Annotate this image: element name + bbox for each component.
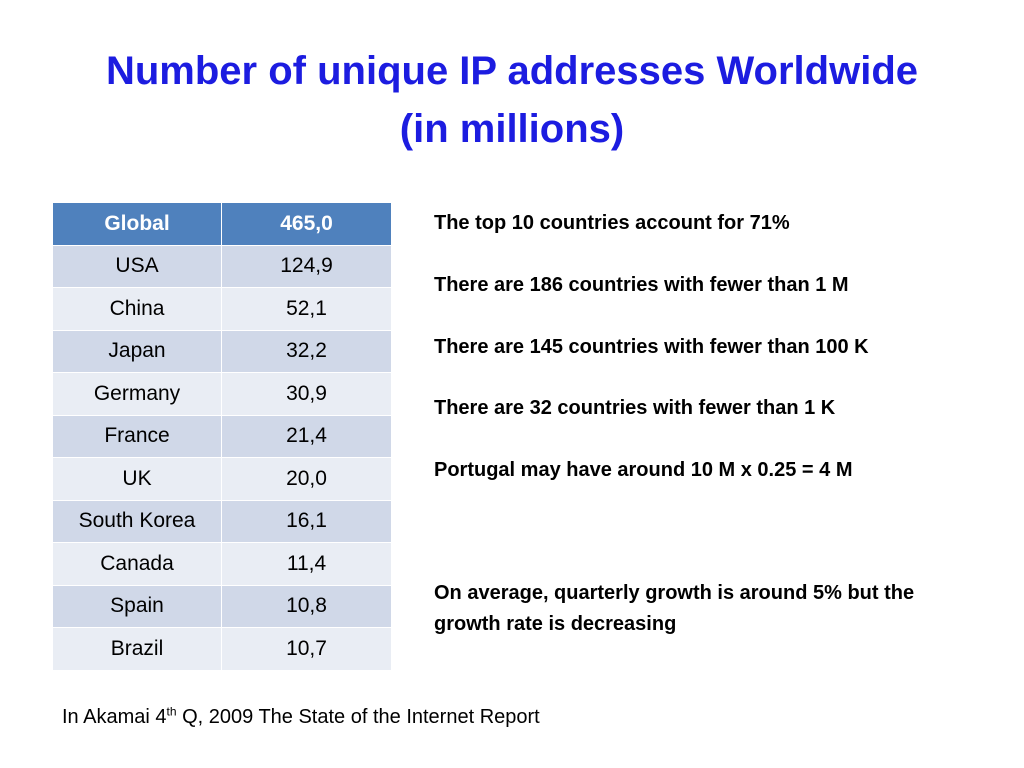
slide-title: Number of unique IP addresses Worldwide … xyxy=(0,42,1024,158)
source-citation: In Akamai 4th Q, 2009 The State of the I… xyxy=(62,703,540,731)
value-cell: 30,9 xyxy=(221,372,392,416)
source-suffix: Q, 2009 The State of the Internet Report xyxy=(176,706,540,728)
note-under-1m: There are 186 countries with fewer than … xyxy=(434,274,849,296)
table-header-row: Global 465,0 xyxy=(52,202,392,246)
source-prefix: In Akamai 4 xyxy=(62,706,167,728)
country-cell: UK xyxy=(52,457,222,501)
country-cell: France xyxy=(52,414,222,458)
header-country-cell: Global xyxy=(52,202,222,246)
country-cell: Brazil xyxy=(52,627,222,671)
header-value-cell: 465,0 xyxy=(221,202,392,246)
slide-title-line1: Number of unique IP addresses Worldwide xyxy=(105,49,918,93)
table-row: USA 124,9 xyxy=(52,244,392,288)
country-cell: Japan xyxy=(52,329,222,373)
ip-addresses-table: Global 465,0 USA 124,9 China 52,1 Japan … xyxy=(52,202,392,671)
note-under-1k: There are 32 countries with fewer than 1… xyxy=(434,397,836,419)
value-cell: 10,8 xyxy=(221,584,392,628)
note-top-ten-share: The top 10 countries account for 71% xyxy=(434,212,790,234)
country-cell: Canada xyxy=(52,542,222,586)
table-row: Brazil 10,7 xyxy=(52,627,392,671)
table-row: Germany 30,9 xyxy=(52,372,392,416)
value-cell: 52,1 xyxy=(221,287,392,331)
table-row: France 21,4 xyxy=(52,414,392,458)
country-cell: China xyxy=(52,287,222,331)
country-cell: USA xyxy=(52,244,222,288)
value-cell: 11,4 xyxy=(221,542,392,586)
value-cell: 32,2 xyxy=(221,329,392,373)
value-cell: 20,0 xyxy=(221,457,392,501)
value-cell: 21,4 xyxy=(221,414,392,458)
note-under-100k: There are 145 countries with fewer than … xyxy=(434,336,869,358)
country-cell: Germany xyxy=(52,372,222,416)
slide-title-line2: (in millions) xyxy=(399,107,625,151)
country-cell: Spain xyxy=(52,584,222,628)
note-quarterly-growth: On average, quarterly growth is around 5… xyxy=(434,582,915,635)
table-row: South Korea 16,1 xyxy=(52,499,392,543)
table-row: Spain 10,8 xyxy=(52,584,392,628)
table-row: China 52,1 xyxy=(52,287,392,331)
table-row: Japan 32,2 xyxy=(52,329,392,373)
table-row: UK 20,0 xyxy=(52,457,392,501)
table-row: Canada 11,4 xyxy=(52,542,392,586)
country-cell: South Korea xyxy=(52,499,222,543)
value-cell: 10,7 xyxy=(221,627,392,671)
value-cell: 124,9 xyxy=(221,244,392,288)
source-superscript: th xyxy=(166,704,177,719)
value-cell: 16,1 xyxy=(221,499,392,543)
note-portugal-estimate: Portugal may have around 10 M x 0.25 = 4… xyxy=(434,459,853,481)
